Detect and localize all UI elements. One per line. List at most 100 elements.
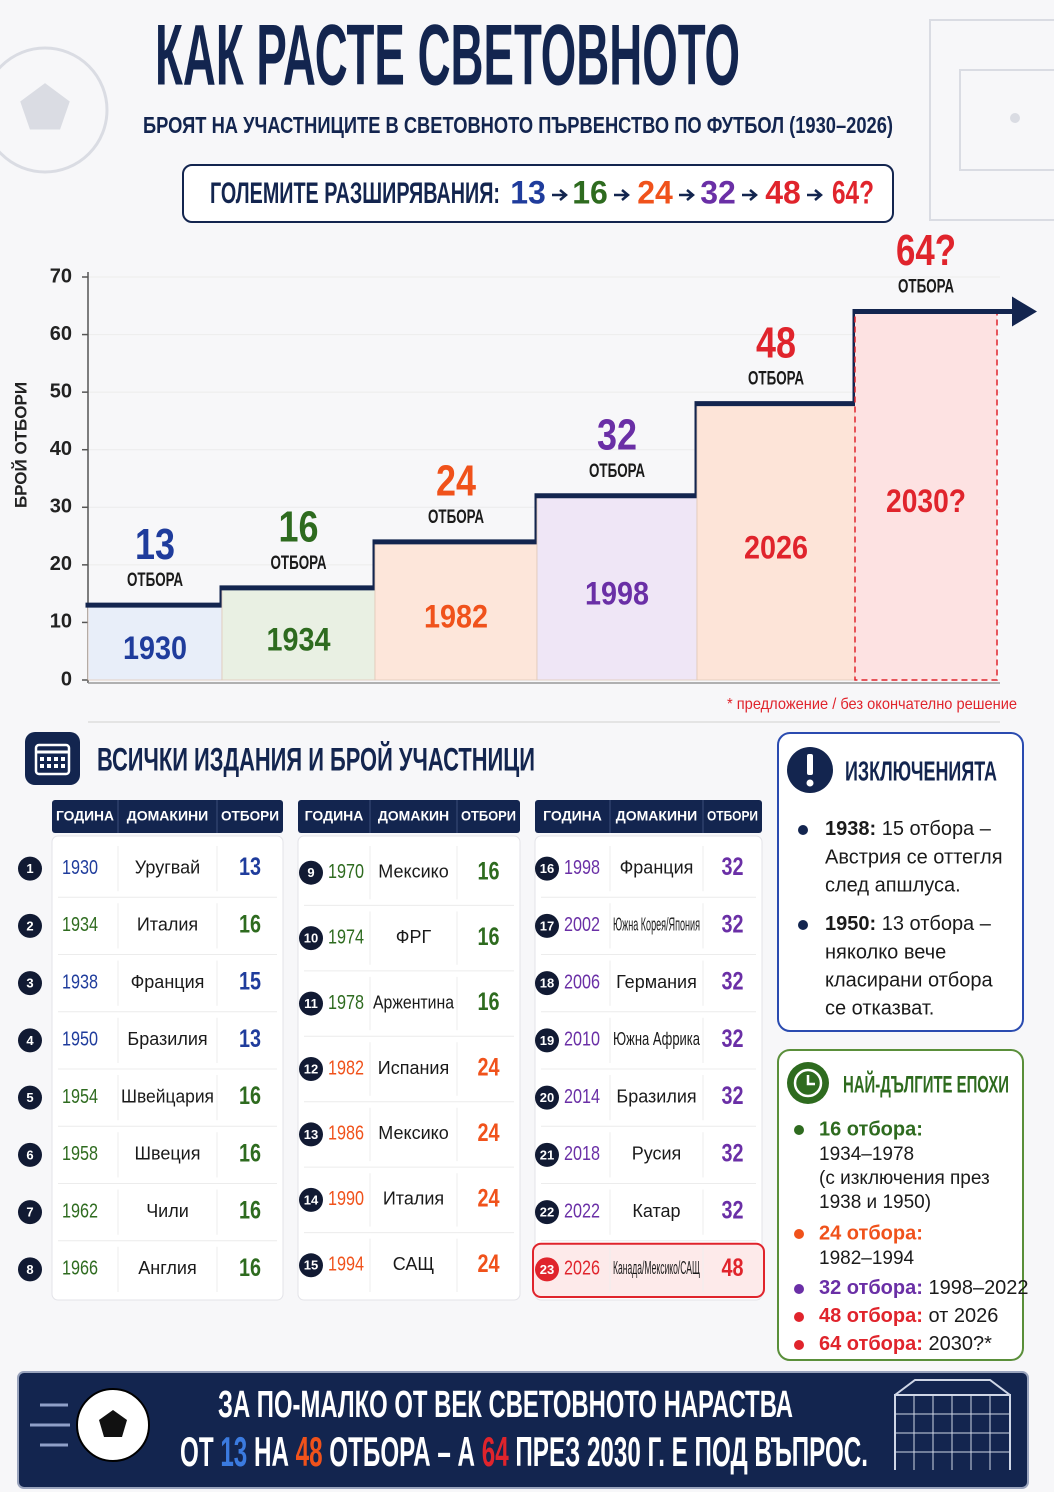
row-number-bg: [535, 913, 559, 938]
era-label: 64 отбора:: [819, 1333, 923, 1355]
row-number-bg: [535, 1257, 559, 1282]
era-text: 1998–2022: [923, 1277, 1029, 1299]
category-label: 1982: [424, 598, 488, 634]
unit-label: ОТБОРА: [428, 507, 484, 528]
row-number: 11: [304, 996, 318, 1011]
icon-dot: [61, 764, 65, 768]
year-cell: 2014: [564, 1086, 600, 1108]
host-cell: Швейцария: [121, 1086, 214, 1106]
expansions-label: ГОЛЕМИТЕ РАЗШИРЯВАНИЯ:: [210, 177, 500, 210]
exception-year: 1950:: [825, 913, 876, 935]
column-header: ДОМАКИНИ: [127, 808, 208, 824]
y-tick-label: 0: [61, 668, 72, 690]
teams-cell: 16: [239, 910, 261, 938]
row-number: 19: [540, 1033, 554, 1048]
host-cell: Русия: [632, 1144, 682, 1164]
row-number: 3: [26, 976, 33, 991]
title: КАК РАСТЕ СВЕТОВНОТО: [155, 8, 740, 104]
step-area: [854, 310, 998, 681]
row-number-bg: [18, 971, 42, 996]
arrow: [807, 189, 823, 201]
table-header: [52, 800, 283, 833]
exception-line: 1950: 13 отбора –: [825, 913, 992, 935]
category-label: 2026: [744, 529, 808, 565]
host-cell: Италия: [383, 1189, 444, 1209]
row-number-bg: [18, 1257, 42, 1282]
step-area: [221, 587, 376, 681]
banner-line1: ЗА ПО-МАЛКО ОТ ВЕК СВЕТОВНОТО НАРАСТВА: [218, 1384, 793, 1426]
row-number: 4: [26, 1033, 34, 1048]
unit-label: ОТБОРА: [748, 369, 804, 390]
era-label: 16 отбора:: [819, 1118, 923, 1140]
value-label: 32: [597, 410, 637, 459]
teams-cell: 24: [478, 1054, 500, 1082]
teams-cell: 32: [722, 1082, 744, 1110]
row-number: 5: [26, 1090, 33, 1105]
alert-dot: [806, 779, 814, 787]
exception-text: Австрия се оттегля: [825, 846, 1003, 868]
row-number-bg: [535, 1200, 559, 1225]
year-cell: 1938: [62, 971, 98, 993]
row-number: 9: [307, 865, 314, 880]
year-cell: 1954: [62, 1086, 98, 1108]
icon-dot: [54, 757, 58, 761]
unit-label: ОТБОРА: [271, 553, 327, 574]
banner-goal: [894, 1379, 1011, 1470]
column-header: ГОДИНА: [305, 808, 364, 824]
era-text: (с изключения през: [819, 1168, 990, 1189]
era-text: 1938 и 1950): [819, 1192, 931, 1213]
host-cell: Южна Африка: [613, 1029, 701, 1049]
era-line: 32 отбора: 1998–2022: [819, 1277, 1029, 1299]
year-cell: 1962: [62, 1200, 98, 1222]
teams-cell: 16: [478, 988, 500, 1016]
column-header: ГОДИНА: [543, 808, 602, 824]
exception-text: се отказват.: [825, 997, 934, 1019]
teams-cell: 16: [478, 857, 500, 885]
host-cell: Англия: [138, 1258, 196, 1278]
teams-cell: 16: [239, 1082, 261, 1110]
bullet: [798, 825, 808, 835]
year-cell: 1934: [62, 914, 98, 936]
year-cell: 1998: [564, 857, 600, 879]
banner-ball: [30, 1388, 150, 1462]
table-title: ВСИЧКИ ИЗДАНИЯ И БРОЙ УЧАСТНИЦИ: [97, 741, 535, 777]
row-number-bg: [18, 1028, 42, 1053]
host-cell: Мексико: [378, 1123, 448, 1143]
teams-cell: 16: [239, 1197, 261, 1225]
column-header: ДОМАКИН: [378, 808, 449, 824]
row-number-bg: [18, 913, 42, 938]
expansion-value: 13: [510, 174, 546, 210]
year-cell: 2002: [564, 914, 600, 936]
row-number: 7: [26, 1205, 33, 1220]
bullet: [794, 1312, 804, 1322]
row-number: 2: [26, 918, 33, 933]
expansions-box: [182, 164, 894, 223]
category-label: 2030?: [886, 483, 966, 519]
y-tick-label: 20: [50, 553, 72, 575]
bullet: [794, 1125, 804, 1135]
era-line: 48 отбора: от 2026: [819, 1305, 998, 1327]
column-header: ДОМАКИНИ: [616, 808, 697, 824]
bullet: [794, 1284, 804, 1294]
host-cell: Катар: [632, 1201, 680, 1221]
unit-label: ОТБОРА: [898, 277, 954, 298]
banner-segment: 48: [296, 1428, 323, 1475]
footnote: * предложение / без окончателно решение: [727, 696, 1017, 713]
icon-dot: [47, 757, 51, 761]
arrow: [742, 189, 758, 201]
row-number: 12: [304, 1061, 318, 1076]
year-cell: 1978: [328, 992, 364, 1014]
icon-dot: [47, 764, 51, 768]
banner-segment: ПРЕЗ 2030 Г. Е ПОД ВЪПРОС.: [509, 1428, 868, 1475]
row-number-bg: [535, 1142, 559, 1167]
teams-cell: 13: [239, 853, 261, 881]
step-area: [374, 541, 538, 681]
host-cell: Италия: [137, 915, 198, 935]
eras-title: НАЙ-ДЪЛГИТЕ ЕПОХИ: [843, 1070, 1009, 1098]
year-cell: 2026: [564, 1258, 600, 1280]
era-text: 2030?*: [923, 1333, 992, 1355]
row-number-bg: [18, 1142, 42, 1167]
teams-cell: 32: [722, 968, 744, 996]
bullet: [794, 1340, 804, 1350]
exception-text: класирани отбора: [825, 969, 994, 991]
